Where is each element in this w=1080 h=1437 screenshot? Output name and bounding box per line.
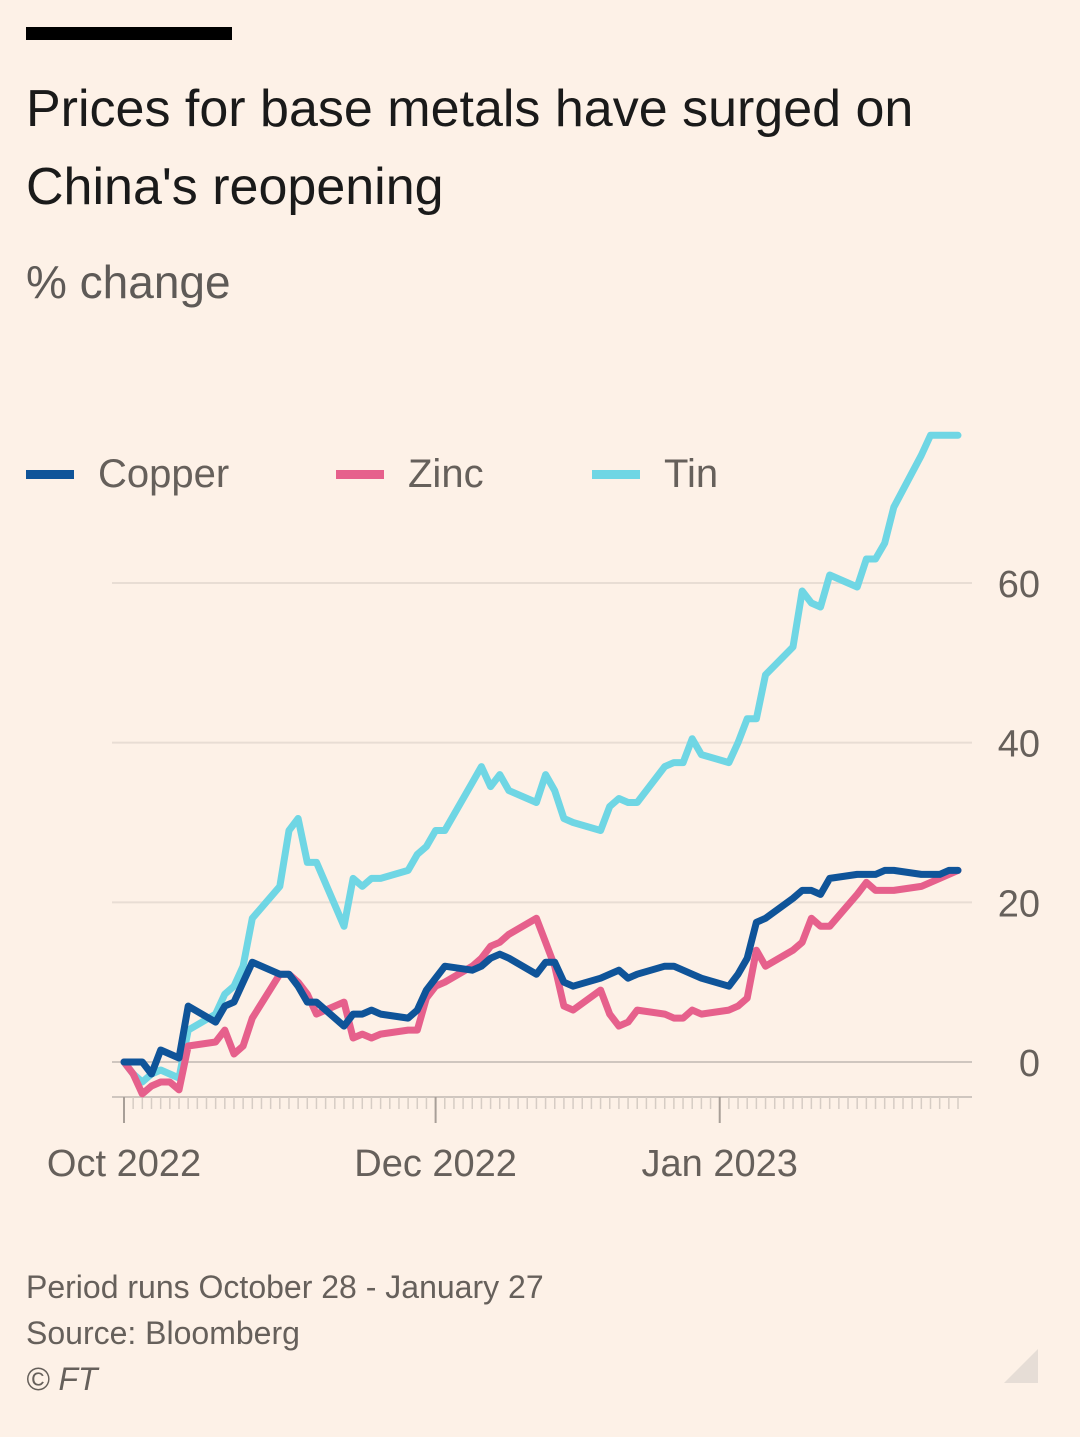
resize-corner-icon[interactable]	[1004, 1349, 1038, 1383]
legend-swatch-zinc	[336, 469, 384, 479]
chart-legend: Copper Zinc Tin	[26, 446, 826, 502]
chart-subtitle: % change	[26, 256, 231, 308]
legend-swatch-tin	[592, 469, 640, 479]
x-tick-label-2: Jan 2023	[642, 1143, 798, 1185]
y-tick-label-0: 0	[1019, 1043, 1040, 1085]
chart-title: Prices for base metals have surged on Ch…	[26, 80, 914, 216]
legend-item-zinc: Zinc	[336, 446, 484, 502]
y-tick-label-60: 60	[998, 564, 1040, 606]
legend-label-tin: Tin	[664, 451, 719, 496]
x-tick-label-0: Oct 2022	[47, 1143, 201, 1185]
brand-top-bar	[26, 27, 232, 40]
series-line-copper	[120, 866, 962, 1078]
chart-footer: Period runs October 28 - January 27 Sour…	[26, 1264, 544, 1402]
legend-item-tin: Tin	[592, 446, 718, 502]
series-line-zinc	[120, 866, 962, 1098]
legend-label-copper: Copper	[98, 451, 230, 496]
y-tick-label-40: 40	[998, 724, 1040, 766]
x-tick-label-1: Dec 2022	[354, 1143, 517, 1185]
series-line-tin	[120, 431, 962, 1086]
period-note: Period runs October 28 - January 27	[26, 1269, 544, 1305]
legend-label-zinc: Zinc	[408, 451, 484, 496]
legend-swatch-copper	[26, 469, 74, 479]
source-note: Source: Bloomberg	[26, 1315, 300, 1351]
y-tick-label-20: 20	[998, 883, 1040, 925]
ft-credit: © FT	[26, 1361, 98, 1397]
legend-item-copper: Copper	[26, 446, 229, 502]
